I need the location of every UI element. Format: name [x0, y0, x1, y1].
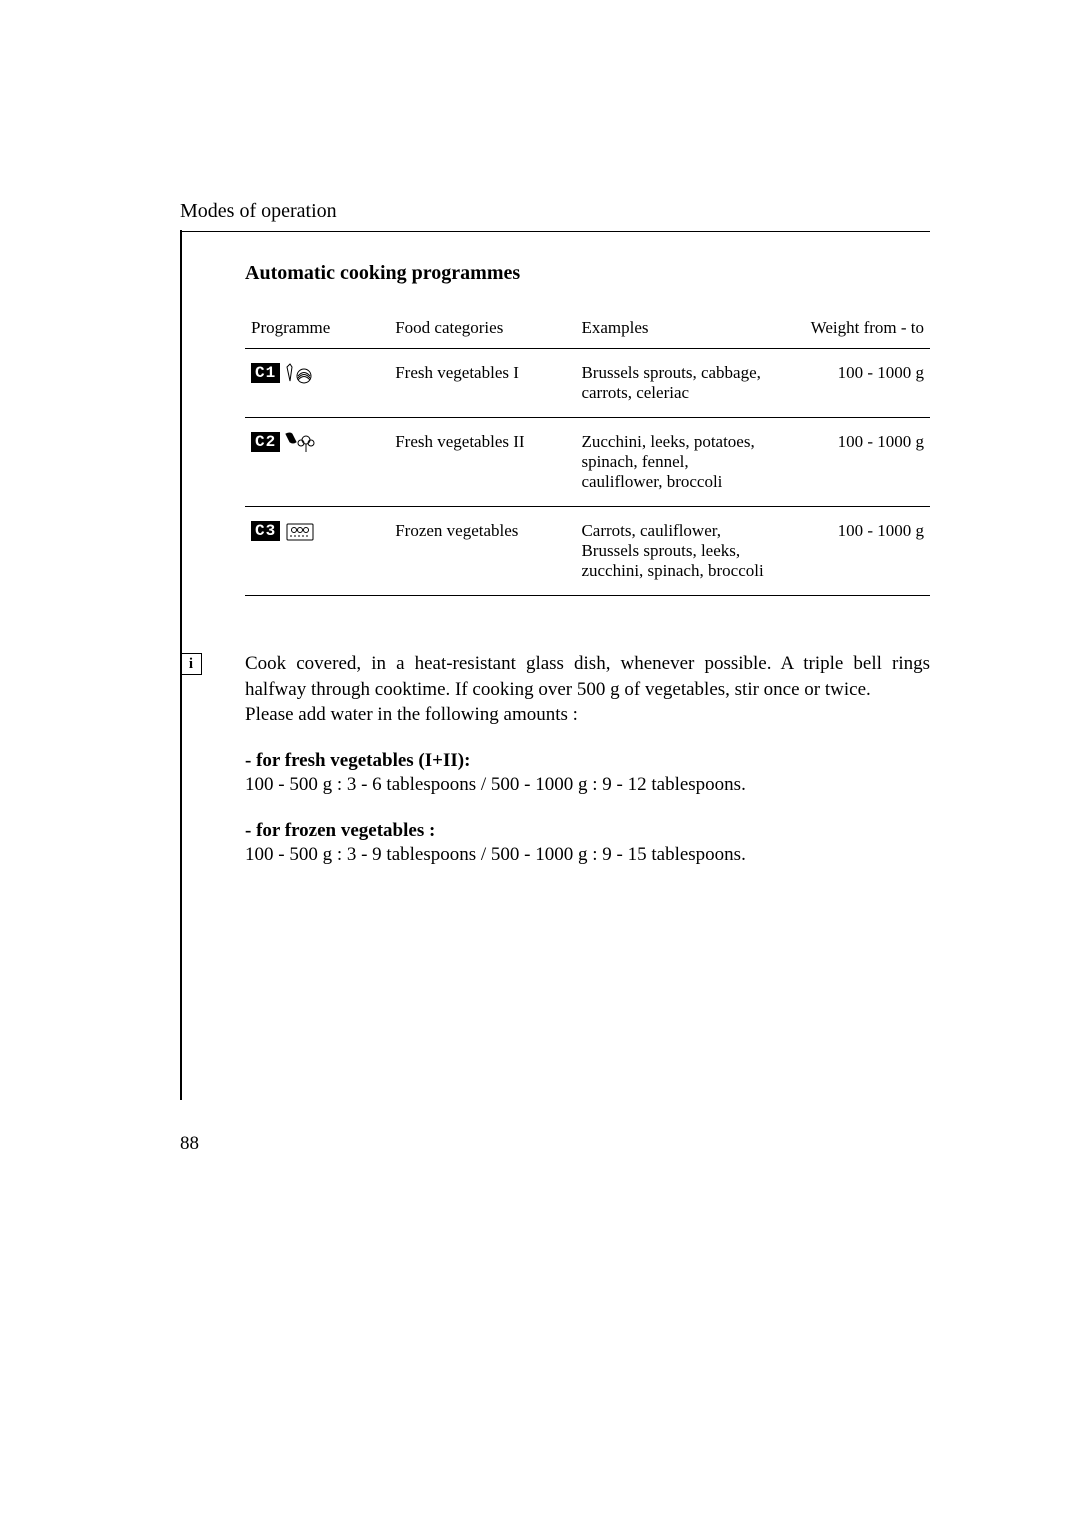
leek-broccoli-icon: [284, 432, 316, 454]
page-number: 88: [180, 1133, 199, 1155]
page-header: Modes of operation: [180, 200, 930, 232]
section-title: Automatic cooking programmes: [245, 262, 930, 285]
food-cell: Fresh vegetables I: [389, 349, 575, 418]
fresh-amount: 100 - 500 g : 3 - 6 tablespoons / 500 - …: [245, 772, 930, 798]
frozen-veg-icon: [284, 521, 316, 543]
content-body: Automatic cooking programmes Programme F…: [180, 262, 930, 867]
examples-cell: Brussels sprouts, cabbage, carrots, cele…: [575, 349, 773, 418]
table-row: C3 Frozen vegetables Carrots, cauliflowe…: [245, 507, 930, 596]
table-row: C2 Fresh vegetables II Zucchini, leeks, …: [245, 418, 930, 507]
programme-cell: C3: [245, 507, 389, 596]
programme-icon-group: C3: [251, 521, 383, 543]
info-icon: i: [180, 653, 202, 675]
programme-code-badge: C2: [251, 432, 280, 452]
col-header-food: Food categories: [389, 310, 575, 349]
food-cell: Frozen vegetables: [389, 507, 575, 596]
weight-cell: 100 - 1000 g: [774, 507, 930, 596]
table-row: C1 Fresh vegetables I Brussels sprouts, …: [245, 349, 930, 418]
programme-icon-group: C2: [251, 432, 383, 454]
programme-icon-group: C1: [251, 363, 383, 385]
info-paragraph: Cook covered, in a heat-resistant glass …: [245, 651, 930, 702]
vertical-rule: [180, 230, 182, 1100]
food-cell: Fresh vegetables II: [389, 418, 575, 507]
info-section: i Cook covered, in a heat-resistant glas…: [245, 651, 930, 867]
fresh-heading: - for fresh vegetables (I+II):: [245, 750, 930, 772]
examples-cell: Carrots, cauliflower, Brussels sprouts, …: [575, 507, 773, 596]
programmes-table: Programme Food categories Examples Weigh…: [245, 310, 930, 596]
carrot-cabbage-icon: [284, 363, 316, 385]
weight-cell: 100 - 1000 g: [774, 349, 930, 418]
weight-cell: 100 - 1000 g: [774, 418, 930, 507]
col-header-programme: Programme: [245, 310, 389, 349]
col-header-examples: Examples: [575, 310, 773, 349]
table-header-row: Programme Food categories Examples Weigh…: [245, 310, 930, 349]
frozen-heading: - for frozen vegetables :: [245, 820, 930, 842]
programme-cell: C2: [245, 418, 389, 507]
page-content: Modes of operation Automatic cooking pro…: [180, 200, 930, 867]
examples-cell: Zucchini, leeks, potatoes, spinach, fenn…: [575, 418, 773, 507]
programme-code-badge: C3: [251, 521, 280, 541]
programme-cell: C1: [245, 349, 389, 418]
water-intro: Please add water in the following amount…: [245, 702, 930, 728]
col-header-weight: Weight from - to: [774, 310, 930, 349]
frozen-amount: 100 - 500 g : 3 - 9 tablespoons / 500 - …: [245, 842, 930, 868]
programme-code-badge: C1: [251, 363, 280, 383]
